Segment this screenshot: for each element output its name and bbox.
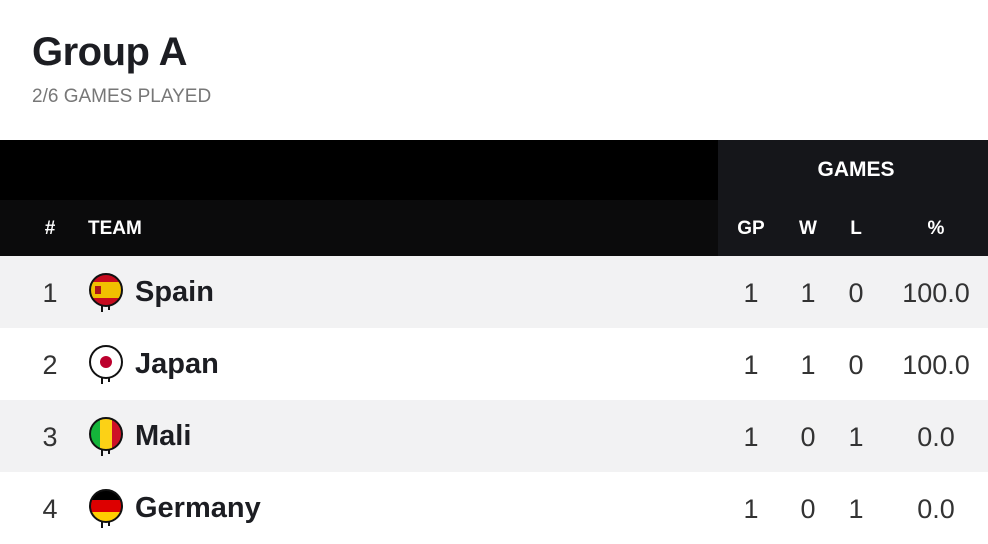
games-played: 2/6 GAMES PLAYED xyxy=(32,86,212,107)
gp: 1 xyxy=(743,278,759,308)
header-group-band xyxy=(718,140,988,200)
column-header: GP xyxy=(737,218,765,239)
gp: 1 xyxy=(743,494,759,524)
win-pct: 100.0 xyxy=(902,350,970,380)
team-name: Germany xyxy=(135,492,261,524)
table-row: 3 Mali 1 0 1 0.0 xyxy=(0,400,988,472)
column-header: % xyxy=(927,218,945,239)
rank: 1 xyxy=(42,278,58,308)
flag xyxy=(89,345,123,384)
wins: 1 xyxy=(800,350,816,380)
table-row: 2 Japan 1 1 0 100.0 xyxy=(0,328,988,400)
flag xyxy=(89,273,123,312)
team-name: Spain xyxy=(135,276,214,308)
gp: 1 xyxy=(743,350,759,380)
wins: 0 xyxy=(800,422,816,452)
team-name: Mali xyxy=(135,420,192,452)
column-group: GAMES xyxy=(817,158,895,181)
rank: 4 xyxy=(42,494,58,524)
column-header: L xyxy=(850,218,862,239)
column-header: # xyxy=(44,218,56,239)
wins: 1 xyxy=(800,278,816,308)
rank: 2 xyxy=(42,350,58,380)
column-header: TEAM xyxy=(88,218,142,239)
win-pct: 0.0 xyxy=(917,494,955,524)
flag xyxy=(89,489,123,528)
column-header: W xyxy=(799,218,817,239)
table-row: 4 Germany 1 0 1 0.0 xyxy=(0,472,988,544)
header-group-band xyxy=(718,200,988,256)
gp: 1 xyxy=(743,422,759,452)
table-row: 1 Spain 1 1 0 100.0 xyxy=(0,256,988,328)
win-pct: 0.0 xyxy=(917,422,955,452)
team-name: Japan xyxy=(135,348,219,380)
rank: 3 xyxy=(42,422,58,452)
losses: 1 xyxy=(848,422,864,452)
losses: 1 xyxy=(848,494,864,524)
win-pct: 100.0 xyxy=(902,278,970,308)
group-title: Group A xyxy=(32,30,188,74)
losses: 0 xyxy=(848,278,864,308)
wins: 0 xyxy=(800,494,816,524)
flag xyxy=(89,417,123,456)
losses: 0 xyxy=(848,350,864,380)
